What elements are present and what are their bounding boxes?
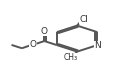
Text: O: O (29, 40, 36, 49)
Text: CH₃: CH₃ (64, 53, 78, 62)
Text: Cl: Cl (79, 15, 88, 24)
Text: N: N (95, 41, 101, 50)
Text: O: O (41, 27, 48, 36)
